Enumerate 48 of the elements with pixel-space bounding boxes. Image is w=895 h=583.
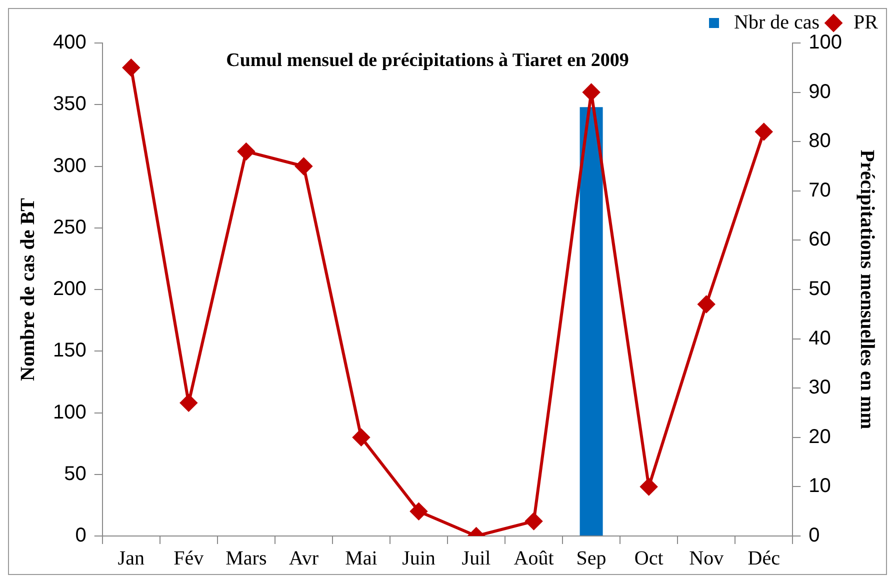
y-tick-label: 50	[64, 462, 86, 485]
point	[180, 394, 198, 412]
y-tick-label: 200	[52, 278, 86, 300]
x-tick-label: Mai	[345, 547, 378, 570]
point	[582, 84, 600, 101]
y2-tick-label: 40	[808, 327, 831, 350]
x-tick-label: Avr	[288, 547, 319, 570]
x-tick-label: Oct	[634, 547, 664, 570]
y2-tick-label: 80	[808, 130, 831, 152]
x-tick-label: Juil	[462, 547, 492, 570]
y-tick-label: 100	[52, 401, 86, 424]
point	[122, 59, 140, 76]
y-tick-label: 150	[52, 340, 86, 362]
y2-tick-label: 20	[808, 426, 831, 448]
legend-label: PR	[854, 11, 879, 34]
point	[295, 158, 312, 175]
x-tick-label: Nov	[689, 547, 724, 570]
y2-tick-label: 30	[808, 376, 831, 399]
y-tick-label: 400	[52, 32, 86, 54]
point	[410, 502, 428, 520]
y2-tick-label: 90	[808, 80, 831, 103]
y-tick-label: 300	[52, 154, 86, 177]
y2-axis-title: Précipitations mensuelles en mm	[856, 150, 878, 430]
point	[525, 512, 542, 530]
x-tick-label: Fév	[174, 547, 204, 570]
y2-tick-label: 60	[808, 228, 831, 251]
point	[238, 142, 255, 160]
y2-tick-label: 70	[808, 179, 831, 202]
y-axis-title: Nombre de cas de BT	[17, 197, 40, 381]
y-tick-label: 350	[52, 93, 86, 116]
y2-tick-label: 50	[808, 278, 831, 300]
x-tick-label: Déc	[748, 547, 780, 570]
legend-label: Nbr de cas	[734, 11, 820, 34]
point	[640, 478, 658, 496]
point	[352, 428, 370, 446]
x-tick-label: Mars	[226, 547, 267, 570]
point	[698, 296, 715, 313]
y-tick-label: 250	[52, 216, 86, 238]
y-tick-label: 0	[75, 524, 86, 547]
y2-tick-label: 10	[808, 475, 831, 498]
x-tick-label: Juin	[402, 547, 436, 570]
y2-tick-label: 0	[808, 524, 820, 547]
point	[755, 123, 772, 140]
x-tick-label: Sep	[576, 547, 606, 570]
chart-title: Cumul mensuel de précipitations à Tiaret en 2009	[226, 50, 629, 71]
y2-tick-label: 100	[808, 32, 842, 54]
x-tick-label: Jan	[118, 547, 144, 570]
x-tick-label: Août	[514, 547, 554, 570]
